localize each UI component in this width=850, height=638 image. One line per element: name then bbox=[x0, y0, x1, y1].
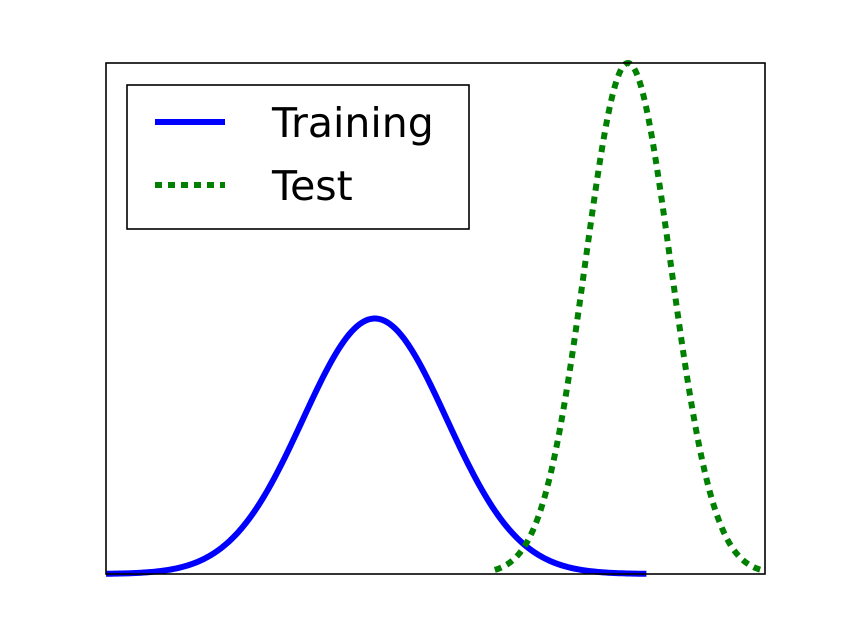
legend-box bbox=[126, 84, 470, 230]
axes-frame bbox=[105, 62, 766, 575]
legend-label-training: Training bbox=[271, 99, 434, 147]
legend: Training Test bbox=[126, 84, 470, 230]
legend-label-test: Test bbox=[271, 162, 353, 210]
series-line-test bbox=[493, 60, 766, 574]
series-line-training bbox=[105, 315, 647, 577]
